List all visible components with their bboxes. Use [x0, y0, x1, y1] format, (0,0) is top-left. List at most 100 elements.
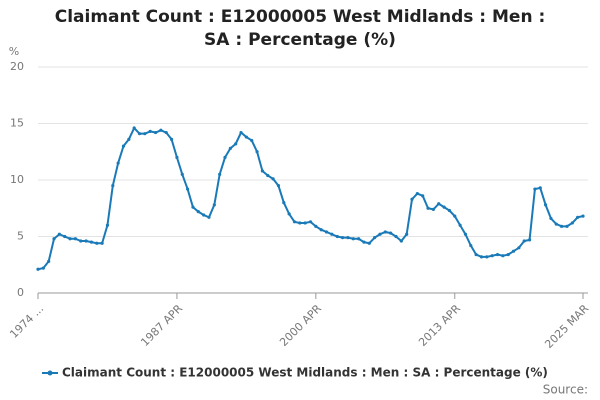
point — [506, 252, 510, 257]
point — [116, 161, 120, 165]
y-tick-label: 15 — [10, 117, 24, 130]
point — [100, 241, 104, 245]
point — [223, 155, 227, 159]
point — [485, 255, 489, 259]
point — [570, 221, 574, 225]
point — [212, 203, 216, 207]
point — [522, 239, 526, 243]
point — [447, 208, 452, 213]
point — [389, 231, 393, 235]
point — [560, 224, 564, 228]
point — [196, 210, 200, 214]
point — [148, 129, 152, 134]
point — [169, 137, 174, 141]
point — [228, 146, 232, 150]
point — [68, 237, 72, 241]
point — [453, 214, 457, 218]
legend-item: Claimant Count : E12000005 West Midlands… — [42, 366, 548, 380]
x-tick-label: 1987 APR — [138, 302, 185, 349]
point — [207, 215, 211, 219]
point — [153, 130, 158, 135]
y-tick-label: 20 — [10, 60, 24, 73]
point — [533, 187, 537, 191]
point — [426, 206, 430, 210]
point — [250, 138, 254, 143]
series-line — [37, 126, 584, 271]
point — [308, 220, 313, 224]
point — [319, 228, 323, 232]
point — [421, 194, 425, 198]
point — [335, 234, 339, 239]
y-tick-label: 5 — [17, 230, 24, 243]
point — [282, 201, 286, 205]
point — [543, 203, 548, 207]
point — [463, 232, 468, 236]
point — [287, 212, 291, 216]
point — [137, 132, 142, 136]
point — [111, 184, 115, 188]
point — [260, 169, 265, 173]
point — [266, 173, 270, 178]
point — [132, 126, 136, 130]
point — [36, 267, 40, 271]
point — [527, 238, 532, 242]
point — [367, 241, 371, 245]
point — [292, 220, 297, 224]
x-tick-label: 2000 APR — [277, 302, 324, 349]
point — [437, 202, 441, 206]
y-tick-label: 0 — [17, 286, 24, 299]
x-tick-label: 2013 APR — [416, 302, 463, 349]
point — [271, 177, 275, 181]
y-tick-label: 10 — [10, 173, 24, 186]
source: Source: — [543, 383, 588, 397]
point — [121, 144, 126, 148]
point — [442, 205, 446, 209]
point — [164, 130, 168, 135]
point — [495, 252, 500, 257]
point — [399, 239, 403, 243]
point — [52, 237, 56, 241]
point — [490, 254, 494, 258]
point — [410, 197, 414, 201]
point — [538, 186, 542, 190]
point — [474, 252, 478, 257]
point — [340, 236, 345, 240]
point — [95, 241, 99, 245]
point — [202, 213, 206, 217]
point — [127, 137, 131, 141]
point — [79, 239, 83, 243]
point — [73, 237, 78, 241]
point — [517, 246, 521, 250]
point — [89, 240, 94, 244]
point — [576, 215, 580, 219]
point — [191, 205, 195, 209]
point — [234, 142, 238, 146]
point — [501, 254, 505, 258]
point — [218, 172, 222, 176]
point — [244, 135, 248, 139]
chart-title: Claimant Count : E12000005 West Midlands… — [54, 7, 546, 50]
point — [511, 249, 516, 253]
point — [41, 266, 45, 270]
point — [479, 255, 484, 259]
point — [180, 172, 184, 176]
point — [314, 224, 318, 228]
point — [415, 191, 419, 196]
point — [549, 216, 553, 221]
legend-marker — [47, 370, 53, 376]
point — [105, 223, 110, 227]
point — [405, 232, 409, 236]
point — [159, 128, 163, 132]
point — [324, 230, 329, 234]
point — [565, 224, 569, 228]
point — [458, 223, 462, 227]
point — [84, 239, 88, 243]
x-tick-label: 1974 ... — [7, 302, 46, 341]
point — [373, 236, 377, 240]
point — [346, 236, 350, 240]
point — [255, 150, 259, 154]
point — [351, 237, 355, 241]
point — [239, 130, 243, 135]
point — [47, 259, 51, 263]
